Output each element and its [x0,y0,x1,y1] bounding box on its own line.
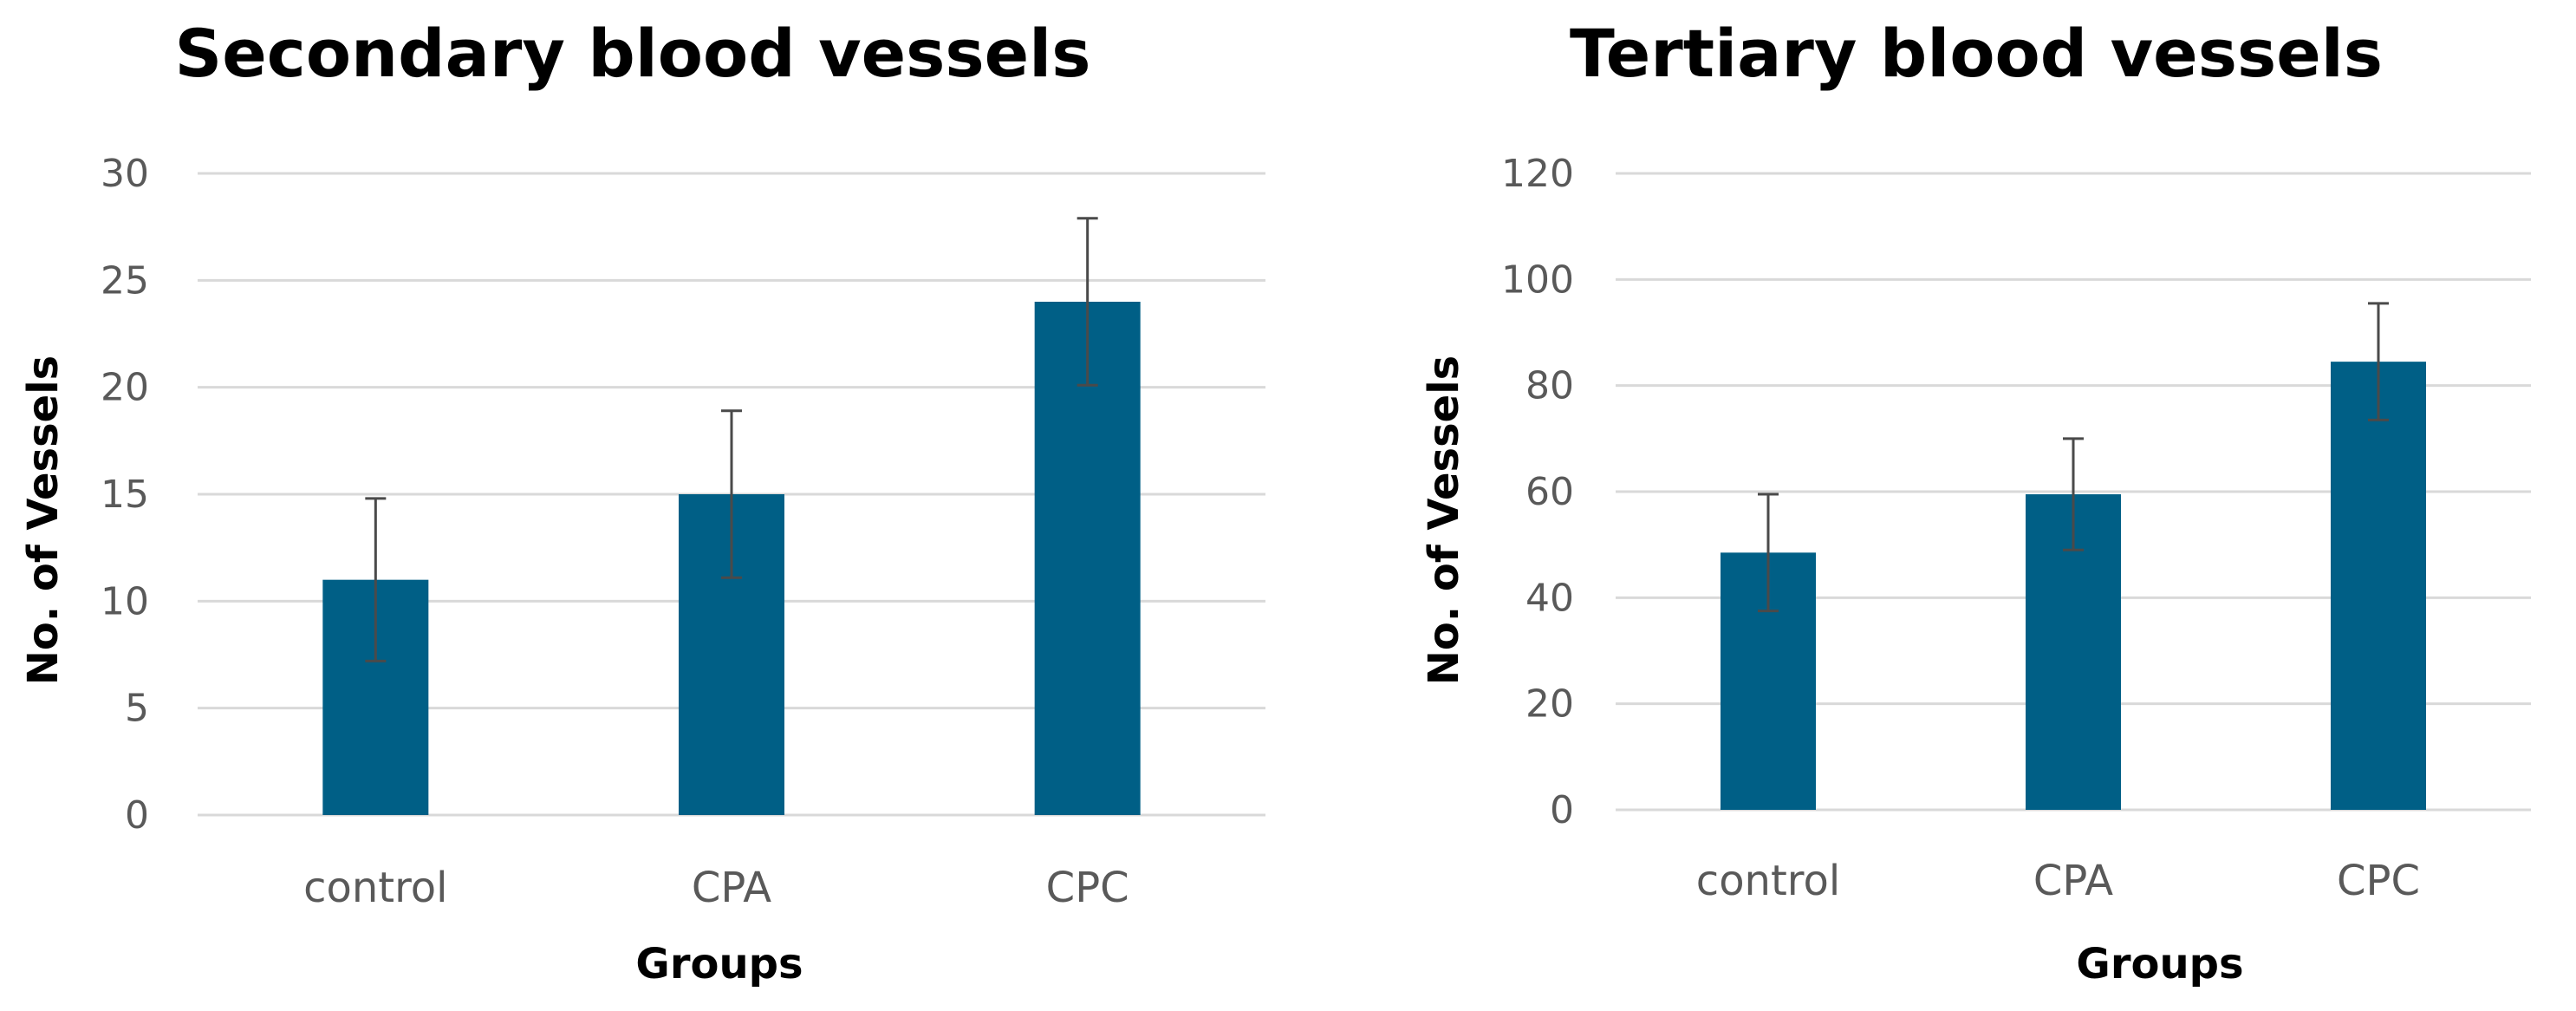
y-tick-label: 40 [1525,576,1574,620]
x-category-label: CPC [1046,864,1129,912]
bar [2331,362,2426,810]
x-category-label: CPA [692,864,771,912]
y-tick-label: 30 [101,152,149,196]
y-tick-label: 20 [101,366,149,410]
bar [1034,302,1141,815]
y-tick-label: 0 [125,793,149,838]
y-tick-labels: 0 20 40 60 80 100 120 [1501,152,1574,832]
y-tick-label: 60 [1525,470,1574,514]
y-tick-label: 120 [1501,152,1574,196]
x-axis-title: Groups [2076,940,2243,988]
error-bars [1758,302,2389,613]
y-tick-label: 0 [1550,788,1574,832]
y-tick-label: 100 [1501,258,1574,302]
y-tick-label: 5 [125,687,149,731]
chart-title: Secondary blood vessels [175,15,1091,92]
y-axis-title: No. of Vessels [19,355,68,685]
y-tick-label: 10 [101,579,149,623]
secondary-vessels-chart: Secondary blood vessels No. of Vessels G… [19,15,1265,988]
y-tick-label: 25 [101,258,149,303]
error-bars [365,217,1098,662]
x-axis-title: Groups [635,940,803,988]
chart-title: Tertiary blood vessels [1570,15,2383,92]
x-category-label: control [303,864,447,912]
x-category-label: CPC [2337,857,2420,905]
x-category-label: control [1696,857,1840,905]
y-axis-title: No. of Vessels [1420,355,1468,685]
y-tick-label: 80 [1525,364,1574,408]
tertiary-vessels-chart: Tertiary blood vessels No. of Vessels Gr… [1420,15,2531,988]
x-category-labels: control CPA CPC [303,864,1129,912]
y-tick-label: 15 [101,473,149,517]
bars [1721,362,2426,810]
x-category-labels: control CPA CPC [1696,857,2420,905]
y-tick-labels: 0 5 10 15 20 25 30 [101,152,149,838]
x-category-label: CPA [2033,857,2113,905]
y-tick-label: 20 [1525,682,1574,727]
